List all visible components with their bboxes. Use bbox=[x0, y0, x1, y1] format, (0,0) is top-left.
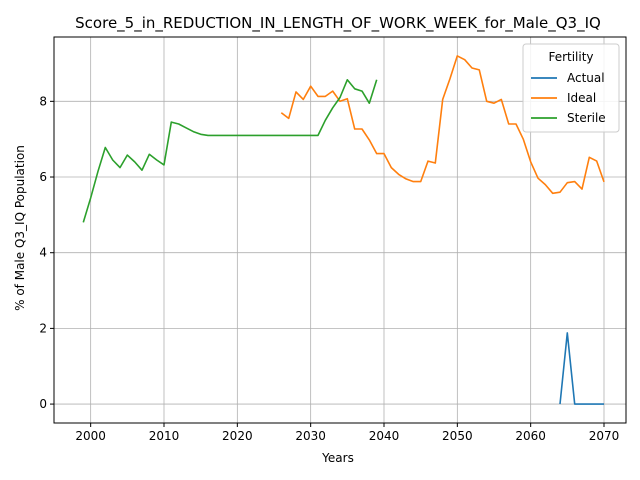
y-tick-label: 4 bbox=[39, 246, 47, 260]
legend: Fertility Actual Ideal Sterile bbox=[523, 44, 619, 132]
x-tick-label: 2060 bbox=[515, 429, 546, 443]
chart-title: Score_5_in_REDUCTION_IN_LENGTH_OF_WORK_W… bbox=[75, 14, 601, 33]
x-tick-label: 2030 bbox=[295, 429, 326, 443]
x-axis-ticks: 2000 2010 2020 2030 2040 2050 2060 2070 bbox=[75, 423, 619, 443]
y-axis-ticks: 0 2 4 6 8 bbox=[39, 94, 54, 411]
y-tick-label: 0 bbox=[39, 397, 47, 411]
legend-label-sterile: Sterile bbox=[567, 111, 606, 125]
x-tick-label: 2040 bbox=[369, 429, 400, 443]
y-tick-label: 6 bbox=[39, 170, 47, 184]
legend-title: Fertility bbox=[548, 50, 593, 64]
y-tick-label: 8 bbox=[39, 94, 47, 108]
y-axis-label: % of Male Q3_IQ Population bbox=[13, 145, 27, 311]
x-axis-label: Years bbox=[321, 451, 354, 465]
legend-label-actual: Actual bbox=[567, 71, 605, 85]
y-tick-label: 2 bbox=[39, 321, 47, 335]
x-tick-label: 2020 bbox=[222, 429, 253, 443]
series-line-actual bbox=[560, 333, 604, 404]
legend-label-ideal: Ideal bbox=[567, 91, 596, 105]
x-tick-label: 2010 bbox=[149, 429, 180, 443]
x-tick-label: 2070 bbox=[589, 429, 620, 443]
x-tick-label: 2000 bbox=[75, 429, 106, 443]
x-tick-label: 2050 bbox=[442, 429, 473, 443]
